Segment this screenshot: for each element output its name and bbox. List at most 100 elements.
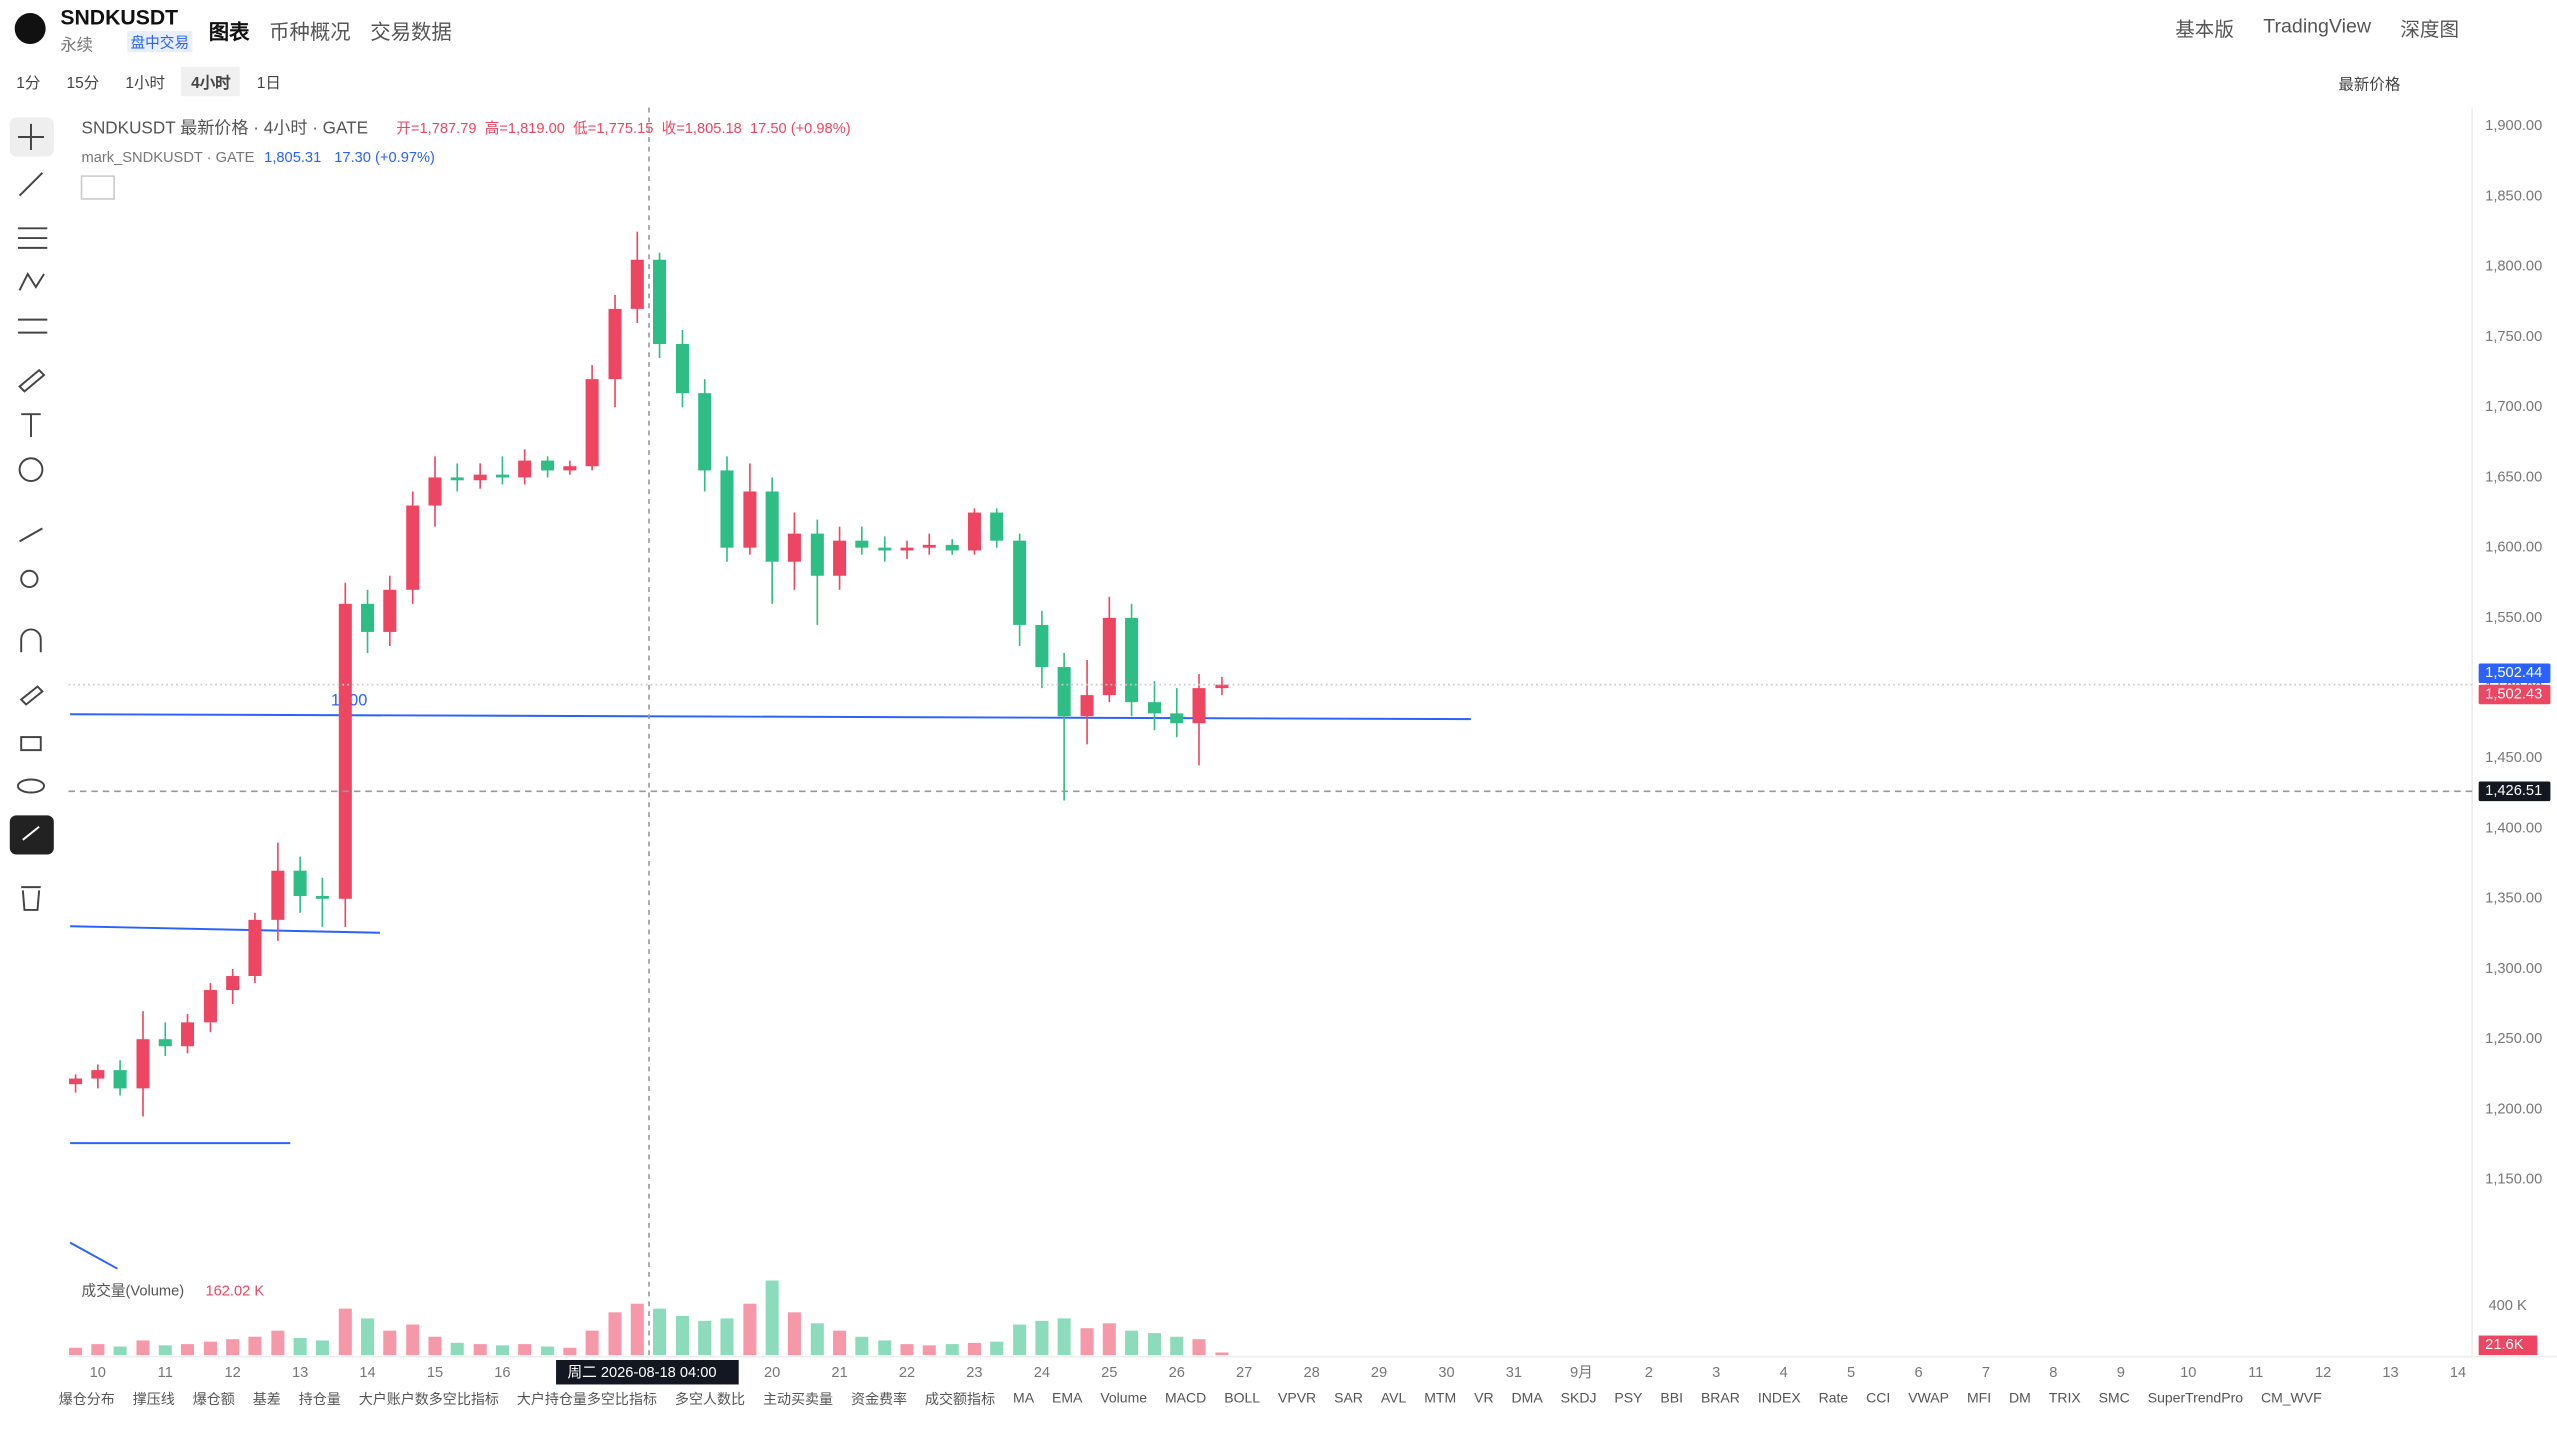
indicator[interactable]: SKDJ [1560,1389,1597,1406]
tab[interactable]: 交易数据 [370,21,452,45]
indicator[interactable]: 主动买卖量 [762,1390,834,1408]
indicator[interactable]: 爆仓分布 [58,1390,115,1408]
x-tick-label: 10 [2180,1365,2196,1381]
ohlc-value: 高=1,819.00 [485,120,565,137]
indicator[interactable]: MA [1013,1389,1035,1406]
tab[interactable]: 币种概况 [269,21,351,45]
indicator[interactable]: VPVR [1278,1389,1317,1406]
indicator[interactable]: 大户持仓量多空比指标 [516,1390,657,1408]
x-tick-label: 27 [1236,1365,1252,1381]
y-tick-label: 1,450.00 [2485,750,2542,766]
x-tick-label: 6 [1914,1365,1922,1381]
volume-bar [1125,1330,1139,1356]
x-tick-label: 11 [2248,1365,2263,1381]
price-label-bg [2478,781,2551,802]
symbol[interactable]: SNDKUSDT [60,4,179,30]
indicator[interactable]: BBI [1660,1389,1684,1406]
volume-bar [428,1336,442,1356]
indicator[interactable]: PSY [1614,1389,1643,1406]
candle-body [608,308,622,380]
indicator[interactable]: 爆仓额 [192,1390,235,1408]
y-tick-label: 1,550.00 [2485,610,2542,626]
indicator[interactable]: VWAP [1908,1389,1950,1406]
candle-body [878,547,892,551]
candle-body [698,393,712,471]
indicator[interactable]: BRAR [1700,1389,1740,1406]
candle-body [91,1070,105,1079]
indicator[interactable]: TRIX [2048,1389,2081,1406]
interval[interactable]: 1分 [16,75,41,93]
x-tick-label: 15 [427,1365,443,1381]
indicator[interactable]: 大户账户数多空比指标 [358,1390,499,1408]
indicator[interactable]: DMA [1511,1389,1543,1406]
candle-body [69,1078,83,1085]
price-type[interactable]: 最新价格 [2338,76,2401,95]
volume-bar [180,1344,195,1356]
candle-body [1170,713,1184,724]
candle-body [203,990,217,1023]
y-tick-label: 1,800.00 [2485,259,2542,275]
indicator[interactable]: VR [1474,1389,1494,1406]
indicator[interactable]: EMA [1052,1389,1083,1406]
volume-bar [203,1341,217,1356]
indicator[interactable]: Rate [1818,1389,1849,1406]
view-tab[interactable]: 深度图 [2400,17,2460,41]
volume-bar [945,1344,959,1356]
indicator[interactable]: SMC [2098,1389,2130,1406]
indicator[interactable]: SAR [1334,1389,1363,1406]
indicator[interactable]: SuperTrendPro [2147,1389,2244,1406]
indicator[interactable]: 基差 [252,1390,281,1408]
candle-body [1192,688,1206,724]
volume-bar [91,1344,105,1356]
view-tab[interactable]: 基本版 [2175,17,2234,41]
x-tick-label: 4 [1780,1365,1788,1381]
drawn-line [70,713,1471,721]
indicator[interactable]: DM [2009,1389,2031,1406]
view-tabs: 基本版 TradingView 深度图 [2175,15,2459,43]
view-tab[interactable]: TradingView [2263,14,2372,38]
tab[interactable]: 图表 [208,21,250,45]
x-tick-label: 2 [1645,1365,1653,1381]
volume-bar [361,1318,375,1356]
y-tick-label: 1,850.00 [2485,188,2542,204]
volume-bar [1170,1336,1184,1356]
indicator[interactable]: MTM [1424,1389,1457,1406]
interval[interactable]: 15分 [66,75,100,93]
indicator[interactable]: AVL [1380,1389,1407,1406]
tool-icons [9,117,54,911]
y-tick-label: 1,150.00 [2485,1172,2542,1188]
indicator[interactable]: BOLL [1224,1389,1261,1406]
collapse-button[interactable] [80,175,115,200]
x-tick-label: 7 [1982,1365,1990,1381]
x-tick-label: 5 [1847,1365,1855,1381]
indicator[interactable]: MFI [1966,1389,1992,1406]
volume-bar [1147,1333,1162,1356]
candle-body [158,1039,172,1047]
x-tick-label: 20 [764,1365,780,1381]
indicator[interactable]: 持仓量 [298,1390,341,1408]
x-tick-label: 13 [2382,1365,2398,1381]
volume-bar [1035,1320,1049,1356]
candle-body [967,512,981,551]
interval[interactable]: 1日 [256,75,281,93]
indicator[interactable]: Volume [1100,1389,1148,1406]
volume-bar [878,1340,892,1356]
indicator[interactable]: 多空人数比 [674,1390,746,1408]
ohlc-value: 低=1,775.15 [573,120,653,137]
legend-title: SNDKUSDT 最新价格 · 4小时 · GATE [82,118,368,137]
interval[interactable]: 4小时 [181,66,241,97]
indicator[interactable]: 资金费率 [850,1390,908,1408]
indicator[interactable]: INDEX [1757,1389,1801,1406]
volume-bar [1057,1318,1071,1356]
indicator[interactable]: CCI [1866,1389,1891,1406]
indicator[interactable]: 撑压线 [132,1390,175,1408]
header: SNDKUSDT 永续 盘中交易 图表 币种概况 交易数据 基本版 TradingVi… [0,0,2557,59]
interval[interactable]: 1小时 [125,75,165,93]
indicator[interactable]: 成交额指标 [925,1390,996,1408]
volume-bar [900,1344,914,1356]
crosshair-label: 周二 2026-08-18 04:00 [567,1364,716,1381]
indicator[interactable]: CM_WVF [2260,1389,2322,1406]
indicator[interactable]: MACD [1165,1389,1207,1406]
volume-tick-label: 400 K [2488,1298,2527,1314]
